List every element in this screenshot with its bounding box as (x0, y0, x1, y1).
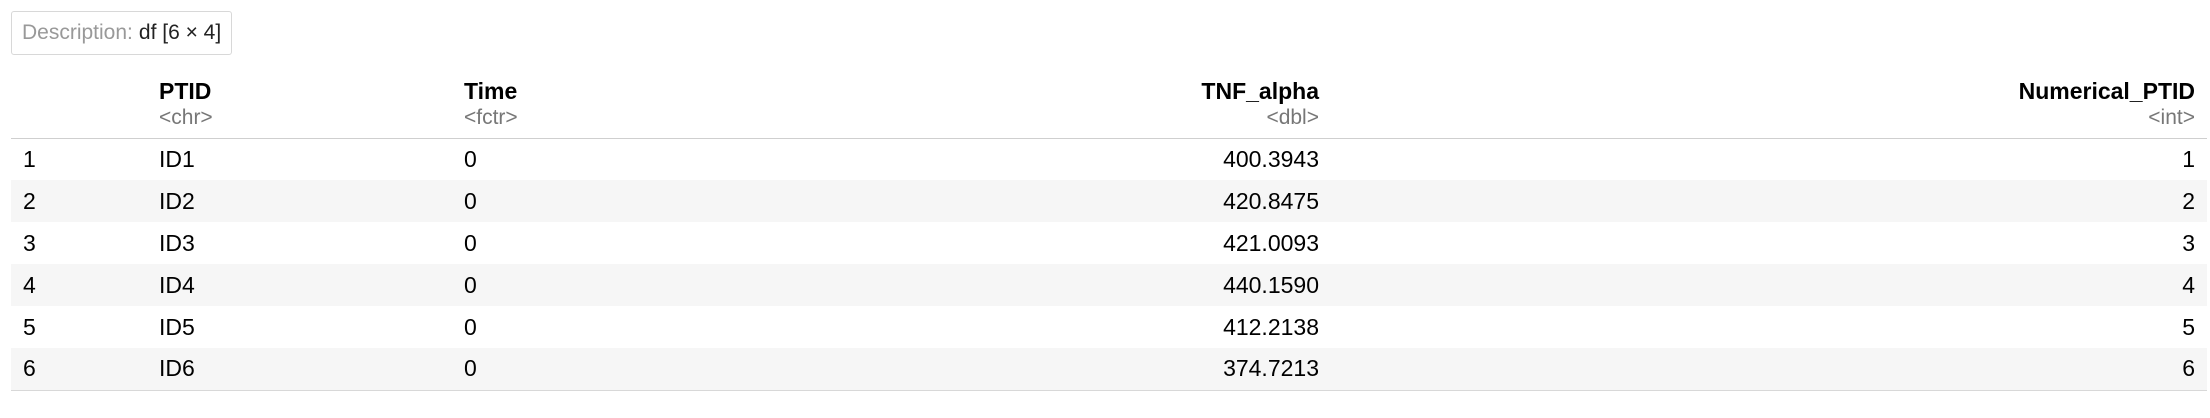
column-name: TNF_alpha (1201, 78, 1319, 104)
cell-time: 0 (452, 180, 852, 222)
cell-ptid: ID4 (147, 264, 452, 306)
header-tnf-alpha[interactable]: TNF_alpha <dbl> (852, 78, 1331, 139)
cell-tnf-alpha: 440.1590 (852, 264, 1331, 306)
row-index: 1 (23, 145, 36, 172)
cell-numerical-ptid: 6 (1331, 348, 2207, 391)
row-index: 2 (11, 180, 147, 222)
column-type: <chr> (159, 106, 213, 129)
row-index: 3 (23, 229, 36, 256)
cell-time: 0 (464, 145, 477, 172)
description-label: Description: (22, 21, 133, 44)
header-row: PTID <chr> Time <fctr> TNF_alpha <dbl> N… (11, 78, 2207, 139)
description-value: df [6 × 4] (138, 21, 222, 44)
cell-ptid: ID6 (147, 348, 452, 391)
column-name: Numerical_PTID (2018, 78, 2195, 104)
cell-tnf-alpha: 412.2138 (1223, 313, 1319, 340)
table-header: PTID <chr> Time <fctr> TNF_alpha <dbl> N… (11, 78, 2207, 139)
header-numerical-ptid[interactable]: Numerical_PTID <int> (1331, 78, 2207, 139)
table-row: 6 ID6 0 374.7213 6 (11, 348, 2207, 391)
data-frame-table-container: PTID <chr> Time <fctr> TNF_alpha <dbl> N… (11, 78, 2207, 391)
column-name: Time (464, 78, 518, 104)
table-row: 1 ID1 0 400.3943 1 (11, 138, 2207, 180)
header-ptid[interactable]: PTID <chr> (147, 78, 452, 139)
row-index: 5 (23, 313, 36, 340)
data-frame-table: PTID <chr> Time <fctr> TNF_alpha <dbl> N… (11, 78, 2207, 391)
column-type: <int> (2148, 106, 2195, 129)
table-row: 3 ID3 0 421.0093 3 (11, 222, 2207, 264)
cell-numerical-ptid: 2 (1331, 180, 2207, 222)
cell-time: 0 (464, 313, 477, 340)
cell-numerical-ptid: 5 (2182, 313, 2195, 340)
cell-tnf-alpha: 420.8475 (852, 180, 1331, 222)
table-row: 5 ID5 0 412.2138 5 (11, 306, 2207, 348)
cell-ptid: ID2 (147, 180, 452, 222)
cell-tnf-alpha: 374.7213 (852, 348, 1331, 391)
cell-ptid: ID5 (159, 313, 195, 340)
table-description: Description: df [6 × 4] (11, 11, 233, 55)
cell-time: 0 (464, 229, 477, 256)
cell-ptid: ID1 (159, 145, 195, 172)
table-row: 4 ID4 0 440.1590 4 (11, 264, 2207, 306)
cell-numerical-ptid: 4 (1331, 264, 2207, 306)
cell-numerical-ptid: 3 (2182, 229, 2195, 256)
cell-numerical-ptid: 1 (2182, 145, 2195, 172)
table-body: 1 ID1 0 400.3943 1 2 ID2 0 420.8475 2 3 … (11, 138, 2207, 391)
cell-ptid: ID3 (159, 229, 195, 256)
cell-time: 0 (452, 264, 852, 306)
column-name: PTID (159, 78, 212, 104)
column-type: <fctr> (464, 106, 518, 129)
column-type: <dbl> (1266, 106, 1319, 129)
cell-tnf-alpha: 421.0093 (1223, 229, 1319, 256)
row-index: 4 (11, 264, 147, 306)
cell-time: 0 (452, 348, 852, 391)
table-row: 2 ID2 0 420.8475 2 (11, 180, 2207, 222)
row-index: 6 (11, 348, 147, 391)
header-time[interactable]: Time <fctr> (452, 78, 852, 139)
cell-tnf-alpha: 400.3943 (1223, 145, 1319, 172)
header-row-index (11, 78, 147, 139)
